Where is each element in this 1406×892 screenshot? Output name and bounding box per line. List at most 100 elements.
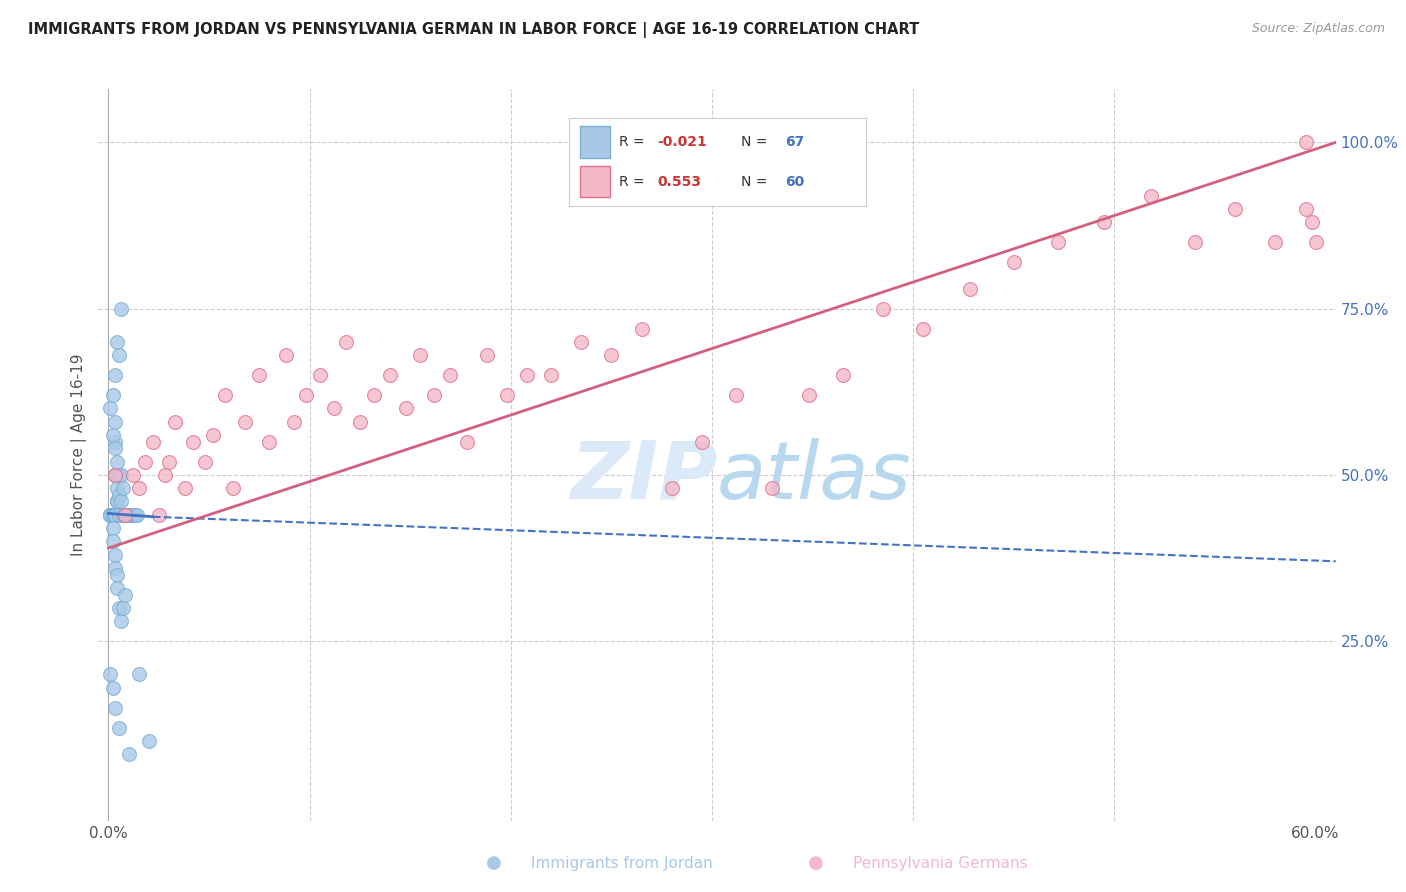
- Point: [409, 348, 432, 362]
- Point: [103, 467, 125, 482]
- Point: [1305, 235, 1327, 249]
- Point: [105, 494, 128, 508]
- Point: [202, 428, 225, 442]
- Point: [105, 454, 128, 468]
- Point: [128, 667, 150, 681]
- Y-axis label: In Labor Force | Age 16-19: In Labor Force | Age 16-19: [72, 353, 87, 557]
- Point: [690, 434, 713, 449]
- Point: [117, 508, 139, 522]
- Point: [797, 388, 820, 402]
- Point: [661, 481, 683, 495]
- Point: [308, 368, 330, 383]
- Point: [101, 508, 124, 522]
- Point: [103, 442, 125, 456]
- Point: [101, 428, 124, 442]
- Point: [100, 508, 122, 522]
- Text: 67: 67: [786, 136, 804, 149]
- Point: [105, 481, 128, 495]
- Point: [600, 348, 623, 362]
- Point: [105, 567, 128, 582]
- Text: Source: ZipAtlas.com: Source: ZipAtlas.com: [1251, 22, 1385, 36]
- Point: [101, 508, 124, 522]
- Point: [107, 721, 129, 735]
- Point: [142, 434, 165, 449]
- Point: [101, 508, 124, 522]
- Point: [105, 581, 128, 595]
- Point: [101, 508, 124, 522]
- Text: R =: R =: [619, 136, 650, 149]
- Point: [495, 388, 517, 402]
- Point: [912, 321, 935, 335]
- Point: [111, 508, 134, 522]
- Point: [124, 508, 146, 522]
- FancyBboxPatch shape: [581, 166, 610, 197]
- Point: [872, 301, 894, 316]
- Text: ZIP: ZIP: [569, 438, 717, 516]
- Point: [103, 508, 125, 522]
- Point: [100, 508, 122, 522]
- Point: [101, 508, 124, 522]
- Point: [148, 508, 170, 522]
- Point: [100, 508, 122, 522]
- Point: [378, 368, 401, 383]
- Point: [395, 401, 418, 416]
- Point: [516, 368, 538, 383]
- Point: [349, 415, 371, 429]
- Point: [101, 508, 124, 522]
- Point: [105, 334, 128, 349]
- Point: [153, 467, 176, 482]
- Point: [114, 588, 136, 602]
- Point: [1139, 188, 1161, 202]
- Point: [1092, 215, 1115, 229]
- Point: [107, 508, 129, 522]
- Point: [121, 467, 143, 482]
- Point: [101, 388, 124, 402]
- Point: [103, 700, 125, 714]
- Point: [247, 368, 270, 383]
- Point: [110, 467, 132, 482]
- Point: [134, 454, 156, 468]
- Point: [214, 388, 236, 402]
- Point: [1002, 255, 1025, 269]
- Point: [363, 388, 385, 402]
- Point: [439, 368, 461, 383]
- Text: Immigrants from Jordan: Immigrants from Jordan: [531, 856, 713, 871]
- Point: [259, 434, 281, 449]
- Point: [283, 415, 305, 429]
- Point: [111, 481, 134, 495]
- Point: [157, 454, 180, 468]
- FancyBboxPatch shape: [581, 127, 610, 158]
- Point: [540, 368, 562, 383]
- Text: Pennsylvania Germans: Pennsylvania Germans: [853, 856, 1028, 871]
- Point: [103, 561, 125, 575]
- Point: [110, 494, 132, 508]
- Text: ●: ●: [486, 855, 502, 872]
- Point: [128, 481, 150, 495]
- Point: [114, 508, 136, 522]
- Point: [101, 521, 124, 535]
- Point: [959, 282, 981, 296]
- Text: atlas: atlas: [717, 438, 912, 516]
- Point: [121, 508, 143, 522]
- Point: [322, 401, 344, 416]
- Point: [761, 481, 783, 495]
- Point: [103, 548, 125, 562]
- Point: [1264, 235, 1286, 249]
- Point: [456, 434, 478, 449]
- Point: [103, 508, 125, 522]
- Point: [831, 368, 853, 383]
- Text: 0.553: 0.553: [658, 175, 702, 188]
- Text: N =: N =: [741, 136, 772, 149]
- Point: [569, 334, 592, 349]
- Point: [100, 508, 122, 522]
- Point: [222, 481, 245, 495]
- Point: [100, 667, 122, 681]
- Point: [233, 415, 256, 429]
- Point: [107, 467, 129, 482]
- Point: [110, 301, 132, 316]
- Point: [100, 401, 122, 416]
- Text: R =: R =: [619, 175, 650, 188]
- Point: [181, 434, 204, 449]
- Point: [630, 321, 652, 335]
- Point: [101, 508, 124, 522]
